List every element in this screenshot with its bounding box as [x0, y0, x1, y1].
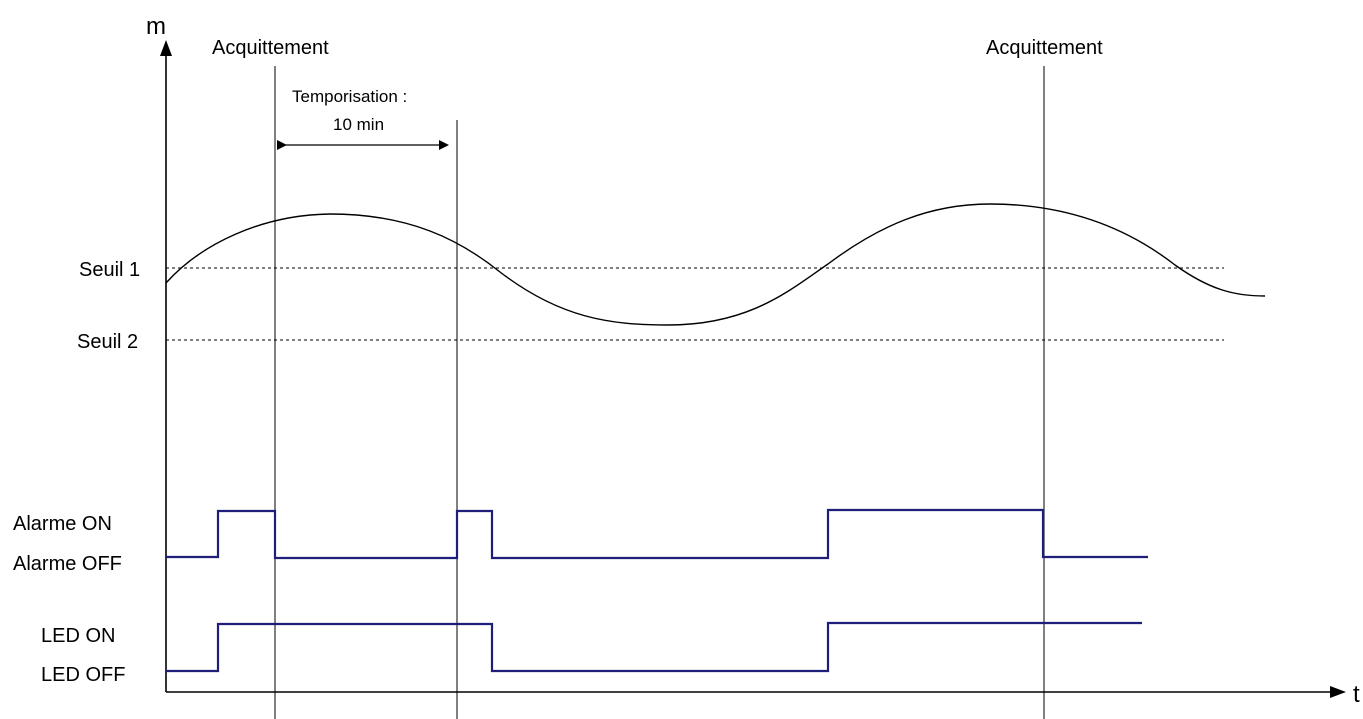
threshold-2-label: Seuil 2: [77, 331, 138, 353]
ack-label-2: Acquittement: [986, 37, 1103, 59]
threshold-1-label: Seuil 1: [79, 259, 140, 281]
x-axis-arrow: [1330, 686, 1346, 698]
led-signal: [166, 621, 1142, 673]
x-axis-label: t: [1353, 681, 1360, 708]
timer-label-line2: 10 min: [333, 115, 384, 134]
alarm-off-label: Alarme OFF: [13, 553, 122, 575]
y-axis-arrow: [160, 40, 172, 56]
led-off-label: LED OFF: [41, 664, 125, 686]
y-axis-label: m: [146, 13, 166, 40]
measurement-curve: [165, 203, 1266, 326]
alarm-on-label: Alarme ON: [13, 513, 112, 535]
ack-label-1: Acquittement: [212, 37, 329, 59]
timer-label-line1: Temporisation :: [292, 87, 407, 106]
led-on-label: LED ON: [41, 625, 115, 647]
alarm-signal: [166, 508, 1148, 560]
